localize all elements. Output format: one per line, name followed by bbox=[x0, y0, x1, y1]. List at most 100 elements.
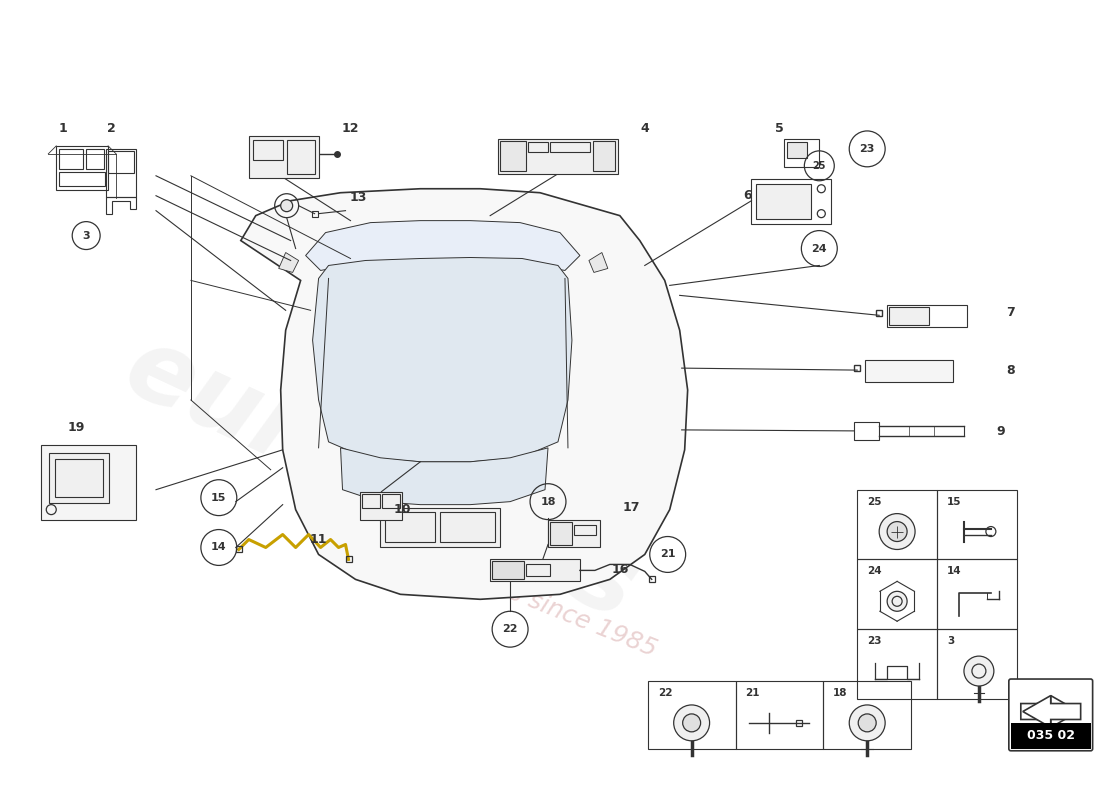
Bar bbox=[574, 525, 596, 534]
Bar bbox=[857, 630, 937, 699]
Bar bbox=[526, 565, 550, 576]
Circle shape bbox=[879, 514, 915, 550]
Bar bbox=[866, 360, 953, 382]
Bar bbox=[528, 142, 548, 152]
Text: 18: 18 bbox=[834, 688, 848, 698]
Circle shape bbox=[887, 591, 907, 611]
Text: 25: 25 bbox=[813, 161, 826, 171]
Text: 21: 21 bbox=[746, 688, 760, 698]
Bar bbox=[106, 149, 136, 197]
Bar bbox=[550, 142, 590, 152]
Text: 11: 11 bbox=[310, 533, 328, 546]
Bar bbox=[757, 184, 812, 218]
Text: 3: 3 bbox=[82, 230, 90, 241]
Text: 25: 25 bbox=[867, 497, 882, 506]
Bar bbox=[887, 306, 967, 327]
FancyBboxPatch shape bbox=[1009, 679, 1092, 750]
Text: 4: 4 bbox=[640, 122, 649, 135]
Bar bbox=[648, 681, 736, 749]
Text: 2: 2 bbox=[107, 122, 116, 135]
Circle shape bbox=[964, 656, 994, 686]
Text: 035 02: 035 02 bbox=[1026, 730, 1075, 742]
Bar bbox=[498, 139, 618, 174]
Bar bbox=[253, 140, 283, 160]
Bar bbox=[55, 458, 103, 497]
Text: 17: 17 bbox=[623, 501, 640, 514]
Text: 23: 23 bbox=[867, 636, 882, 646]
Bar bbox=[440, 512, 495, 542]
Text: 16: 16 bbox=[612, 563, 628, 576]
Text: 7: 7 bbox=[1006, 306, 1015, 319]
Bar bbox=[937, 559, 1016, 630]
Text: 3: 3 bbox=[947, 636, 954, 646]
Bar bbox=[381, 508, 500, 547]
Text: 24: 24 bbox=[867, 566, 882, 577]
Polygon shape bbox=[312, 258, 572, 462]
Bar bbox=[1011, 723, 1090, 749]
Text: 8: 8 bbox=[1006, 364, 1015, 377]
Text: 5: 5 bbox=[776, 122, 784, 135]
Text: 12: 12 bbox=[342, 122, 360, 135]
Bar bbox=[857, 559, 937, 630]
Bar bbox=[363, 494, 381, 508]
Polygon shape bbox=[1023, 695, 1080, 727]
Bar bbox=[593, 141, 615, 170]
Bar bbox=[550, 522, 572, 546]
Bar bbox=[56, 146, 108, 190]
Bar bbox=[736, 681, 823, 749]
Bar bbox=[788, 142, 807, 158]
Text: 24: 24 bbox=[812, 243, 827, 254]
Text: 14: 14 bbox=[947, 566, 961, 577]
Text: 13: 13 bbox=[350, 191, 367, 204]
Polygon shape bbox=[278, 253, 298, 273]
Bar bbox=[784, 139, 820, 167]
Text: 18: 18 bbox=[540, 497, 556, 506]
Bar bbox=[59, 172, 106, 186]
Circle shape bbox=[849, 705, 886, 741]
Bar bbox=[855, 422, 879, 440]
Text: a passion for parts since 1985: a passion for parts since 1985 bbox=[300, 498, 660, 662]
Text: 23: 23 bbox=[859, 144, 874, 154]
Bar bbox=[751, 178, 832, 224]
Bar bbox=[492, 562, 524, 579]
Bar bbox=[249, 136, 319, 178]
Text: 14: 14 bbox=[211, 542, 227, 553]
Bar bbox=[50, 453, 109, 502]
Text: 21: 21 bbox=[660, 550, 675, 559]
Bar bbox=[889, 307, 930, 326]
Circle shape bbox=[887, 522, 907, 542]
Text: 15: 15 bbox=[211, 493, 227, 502]
Text: 22: 22 bbox=[503, 624, 518, 634]
Polygon shape bbox=[588, 253, 608, 273]
Circle shape bbox=[858, 714, 877, 732]
Bar bbox=[937, 630, 1016, 699]
Polygon shape bbox=[1021, 695, 1079, 727]
Circle shape bbox=[280, 200, 293, 212]
Text: 15: 15 bbox=[947, 497, 961, 506]
Bar bbox=[86, 149, 104, 169]
Polygon shape bbox=[306, 221, 580, 270]
Bar bbox=[108, 151, 134, 173]
Circle shape bbox=[683, 714, 701, 732]
Bar bbox=[500, 141, 526, 170]
Text: 6: 6 bbox=[744, 190, 751, 202]
Bar bbox=[857, 490, 937, 559]
Text: 1: 1 bbox=[59, 122, 67, 135]
Bar bbox=[548, 519, 600, 547]
Bar bbox=[383, 494, 400, 508]
Text: 22: 22 bbox=[658, 688, 672, 698]
Bar bbox=[59, 149, 84, 169]
Text: 10: 10 bbox=[394, 503, 411, 516]
Text: 9: 9 bbox=[997, 426, 1005, 438]
Polygon shape bbox=[241, 189, 688, 599]
Bar bbox=[491, 559, 580, 582]
Text: europarts: europarts bbox=[109, 319, 651, 641]
Bar bbox=[937, 490, 1016, 559]
Bar bbox=[385, 512, 436, 542]
Text: 19: 19 bbox=[67, 422, 85, 434]
Bar bbox=[823, 681, 911, 749]
Bar bbox=[361, 492, 403, 519]
Bar bbox=[287, 140, 315, 174]
Polygon shape bbox=[341, 448, 548, 505]
Bar bbox=[42, 445, 136, 519]
